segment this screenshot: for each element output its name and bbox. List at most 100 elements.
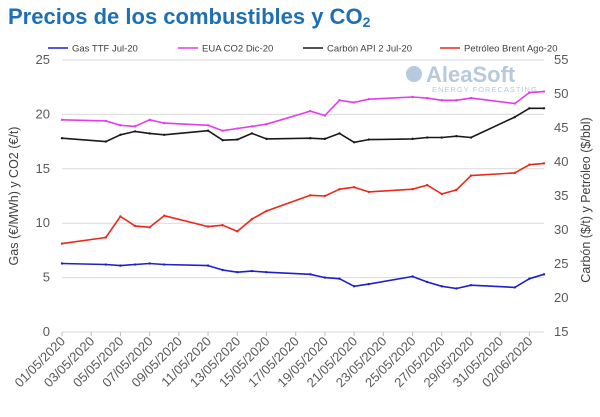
data-point: [352, 185, 356, 189]
data-point: [221, 139, 224, 142]
data-point: [309, 194, 312, 197]
data-point: [221, 129, 224, 132]
data-point: [411, 137, 414, 141]
chart-title-subscript: 2: [362, 14, 371, 30]
data-point: [367, 282, 370, 286]
data-point: [265, 270, 268, 274]
data-point: [542, 273, 546, 276]
data-point: [338, 277, 341, 280]
data-point: [367, 97, 370, 101]
data-point: [236, 270, 239, 274]
data-point: [323, 194, 327, 198]
data-point: [221, 224, 224, 227]
data-point: [221, 268, 224, 272]
y-left-tick-label: 15: [36, 161, 50, 176]
y-right-tick-label: 55: [554, 52, 568, 67]
data-point: [425, 280, 429, 284]
data-point: [367, 138, 370, 141]
data-point: [236, 138, 239, 141]
data-point: [440, 285, 443, 288]
data-point: [163, 121, 166, 125]
data-point: [528, 91, 531, 94]
chart-title: Precios de los combustibles y CO2: [8, 4, 370, 30]
data-point: [236, 127, 239, 130]
series-line-3: [61, 107, 544, 144]
y-right-tick-label: 25: [554, 256, 568, 271]
data-point: [352, 141, 356, 144]
data-point: [440, 136, 443, 139]
data-point: [513, 102, 516, 105]
y-right-tick-label: 35: [554, 188, 568, 203]
data-point: [250, 132, 254, 135]
data-point: [469, 96, 473, 100]
data-point: [250, 217, 254, 221]
data-point: [323, 137, 327, 141]
data-point: [528, 277, 531, 280]
series-line-2: [61, 90, 545, 132]
data-point: [440, 99, 443, 102]
data-point: [513, 115, 516, 119]
data-point: [338, 99, 341, 102]
data-point: [133, 224, 137, 228]
data-point: [528, 107, 531, 110]
series-line-1: [61, 262, 545, 290]
data-point: [513, 171, 516, 175]
y-left-tick-label: 5: [43, 270, 50, 285]
data-point: [60, 242, 64, 245]
data-point: [411, 95, 414, 99]
y-right-tick-label: 45: [554, 120, 568, 135]
chart-title-main: Precios de los combustibles y CO: [8, 4, 363, 29]
y-right-tick-label: 30: [554, 222, 568, 237]
logo-brand: AleaSoft: [426, 62, 516, 87]
data-point: [119, 124, 122, 127]
data-point: [236, 230, 239, 233]
data-point: [119, 215, 122, 218]
data-point: [352, 101, 356, 104]
data-point: [60, 118, 64, 122]
data-point: [104, 140, 108, 143]
data-point: [250, 269, 254, 273]
data-point: [206, 225, 210, 228]
y-right-tick-label: 40: [554, 154, 568, 169]
data-point: [104, 236, 108, 239]
y-left-axis-label: Gas (€/MWh) y CO2 (€/t): [7, 127, 21, 266]
data-point: [513, 286, 516, 289]
data-point: [542, 162, 546, 165]
data-point: [352, 285, 356, 288]
data-point: [469, 284, 473, 287]
y-right-tick-label: 50: [554, 86, 568, 101]
data-point: [60, 262, 64, 265]
logo-icon: [406, 66, 422, 82]
data-point: [206, 129, 210, 132]
data-point: [133, 125, 137, 128]
data-point: [133, 263, 137, 266]
data-point: [119, 133, 122, 136]
data-point: [309, 109, 312, 113]
data-point: [206, 264, 210, 267]
data-point: [309, 137, 312, 140]
logo-tagline: ENERGY FORECASTING: [432, 85, 538, 94]
data-point: [528, 163, 531, 166]
data-point: [440, 192, 443, 196]
data-point: [542, 107, 546, 110]
data-point: [148, 262, 151, 265]
data-point: [265, 137, 268, 141]
legend-entry: EUA CO2 Dic-20: [202, 44, 273, 55]
y-right-tick-label: 20: [554, 290, 568, 305]
data-point: [411, 188, 414, 191]
data-point: [133, 130, 137, 133]
y-left-tick-label: 25: [36, 52, 50, 67]
data-point: [265, 209, 268, 213]
data-point: [425, 136, 429, 139]
y-right-tick-label: 15: [554, 324, 568, 339]
data-point: [163, 214, 166, 217]
data-point: [119, 264, 122, 267]
data-point: [338, 132, 341, 135]
y-left-tick-label: 20: [36, 106, 50, 121]
data-point: [104, 263, 108, 266]
data-point: [104, 119, 108, 123]
y-left-tick-label: 0: [43, 324, 50, 339]
y-left-tick-label: 10: [36, 215, 50, 230]
